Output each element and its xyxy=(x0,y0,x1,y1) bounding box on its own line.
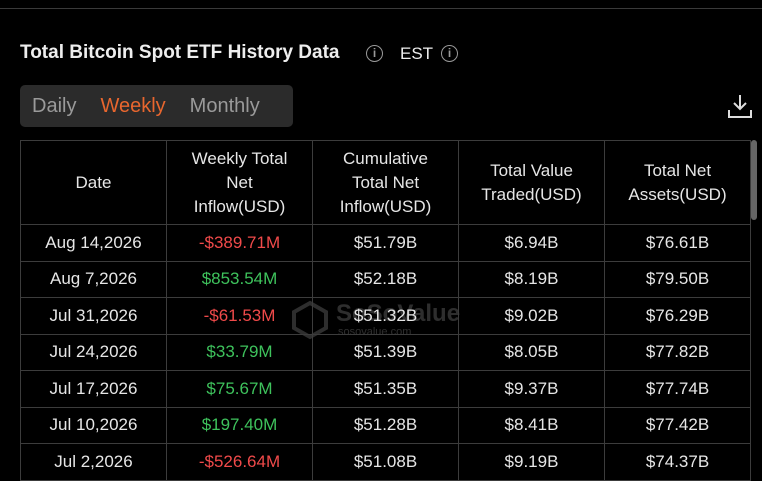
table-cell: Jul 2,2026 xyxy=(20,443,167,481)
table-cell: $197.40M xyxy=(166,406,313,444)
table-row: Jul 24,2026 $33.79M $51.39B $8.05B $77.82B xyxy=(20,333,751,371)
header-row: Date Weekly Total Net Inflow(USD) Cumulati… xyxy=(20,140,751,225)
column-header[interactable]: Weekly Total Net Inflow(USD) xyxy=(166,140,313,225)
table-cell: $8.19B xyxy=(458,260,605,298)
table-cell: $9.19B xyxy=(458,443,605,481)
table-container: Date Weekly Total Net Inflow(USD) Cumulati… xyxy=(20,140,751,481)
table-cell: $77.42B xyxy=(604,406,751,444)
table-cell: Jul 24,2026 xyxy=(20,333,167,371)
table-cell: $51.35B xyxy=(312,370,459,408)
table-cell: Aug 14,2026 xyxy=(20,224,167,262)
table-body: Aug 14,2026 -$389.71M $51.79B $6.94B $76.61B… xyxy=(20,224,751,481)
tab[interactable]: Monthly xyxy=(189,94,260,117)
table-cell: $51.32B xyxy=(312,297,459,335)
table-cell: $74.37B xyxy=(604,443,751,481)
column-header[interactable]: Total Net Assets(USD) xyxy=(604,140,751,225)
timezone: EST xyxy=(400,44,434,63)
table-row: Jul 31,2026 -$61.53M $51.32B $9.02B $76.29B xyxy=(20,297,751,335)
table-cell: $33.79M xyxy=(166,333,313,371)
table-cell: -$389.71M xyxy=(166,224,313,262)
table-cell: Jul 10,2026 xyxy=(20,406,167,444)
table-cell: $51.79B xyxy=(312,224,459,262)
table-cell: $9.02B xyxy=(458,297,605,335)
table-cell: $9.37B xyxy=(458,370,605,408)
page-title: Total Bitcoin Spot ETF History Data xyxy=(20,42,340,63)
table-row: Aug 7,2026 $853.54M $52.18B $8.19B $79.50B xyxy=(20,260,751,298)
download-icon[interactable] xyxy=(726,92,754,120)
table-cell: $79.50B xyxy=(604,260,751,298)
table-cell: $75.67M xyxy=(166,370,313,408)
table-cell: $51.08B xyxy=(312,443,459,481)
table-cell: $51.39B xyxy=(312,333,459,371)
table-cell: Aug 7,2026 xyxy=(20,260,167,298)
info-icon[interactable]: i xyxy=(366,45,383,62)
table-cell: $52.18B xyxy=(312,260,459,298)
table-cell: $77.82B xyxy=(604,333,751,371)
table-cell: $8.05B xyxy=(458,333,605,371)
table-row: Jul 2,2026 -$526.64M $51.08B $9.19B $74.37B xyxy=(20,443,751,481)
divider xyxy=(0,8,762,9)
table-cell: $8.41B xyxy=(458,406,605,444)
table-cell: $76.61B xyxy=(604,224,751,262)
column-header[interactable]: Cumulative Total Net Inflow(USD) xyxy=(312,140,459,225)
table-cell: $76.29B xyxy=(604,297,751,335)
tab[interactable]: Weekly xyxy=(100,94,166,117)
scrollbar[interactable] xyxy=(751,140,757,220)
table-row: Aug 14,2026 -$389.71M $51.79B $6.94B $76.61B xyxy=(20,224,751,262)
table-cell: -$526.64M xyxy=(166,443,313,481)
table-row: Jul 10,2026 $197.40M $51.28B $8.41B $77.42B xyxy=(20,406,751,444)
tab[interactable]: Daily xyxy=(32,94,77,117)
table-cell: Jul 31,2026 xyxy=(20,297,167,335)
table-row: Jul 17,2026 $75.67M $51.35B $9.37B $77.74B xyxy=(20,370,751,408)
table-cell: $77.74B xyxy=(604,370,751,408)
table-cell: $6.94B xyxy=(458,224,605,262)
data-table: Date Weekly Total Net Inflow(USD) Cumulati… xyxy=(20,140,751,481)
table-cell: $51.28B xyxy=(312,406,459,444)
info-icon[interactable]: i xyxy=(441,45,458,62)
column-header[interactable]: Date xyxy=(20,140,167,225)
table-cell: -$61.53M xyxy=(166,297,313,335)
tab-bar: Daily Weekly Monthly xyxy=(20,85,293,127)
table-cell: $853.54M xyxy=(166,260,313,298)
column-header[interactable]: Total Value Traded(USD) xyxy=(458,140,605,225)
table-cell: Jul 17,2026 xyxy=(20,370,167,408)
